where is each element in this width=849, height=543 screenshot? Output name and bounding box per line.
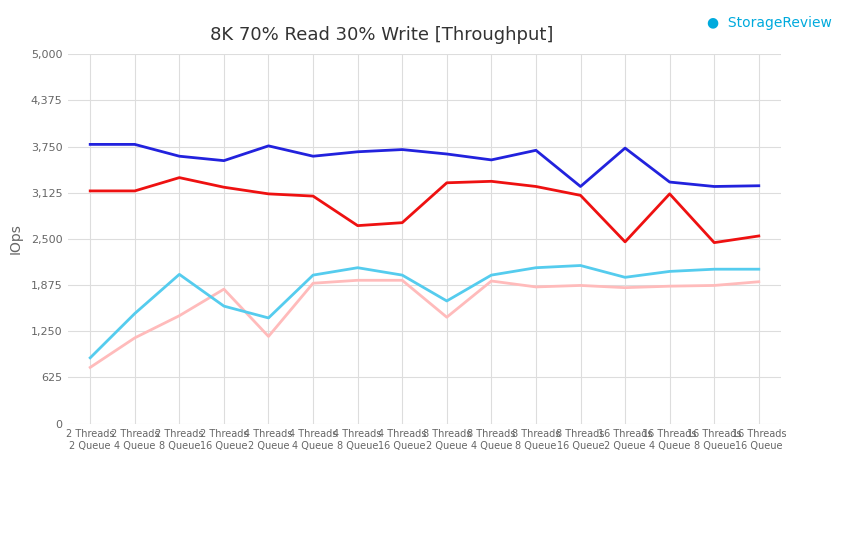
Line: Seagate Exos 20TB RAID6 SMB: Seagate Exos 20TB RAID6 SMB (90, 178, 759, 243)
Seagate Exos 20TB RAID6 SMB (709, 239, 719, 246)
Title: 8K 70% Read 30% Write [Throughput]: 8K 70% Read 30% Write [Throughput] (210, 27, 554, 45)
Seagate Exos 20TB RAID6 iSCSI (709, 282, 719, 289)
Seagate IronWolf Pro 20TB RAID6 SMB (352, 149, 363, 155)
Text: ●  StorageReview: ● StorageReview (707, 16, 832, 30)
Seagate Exos 20TB RAID6 SMB (85, 188, 95, 194)
Seagate IronWolf Pro 20TB RAID6 iSCSI (352, 264, 363, 271)
Seagate Exos 20TB RAID6 iSCSI (308, 280, 318, 287)
Seagate Exos 20TB RAID6 iSCSI (486, 278, 497, 285)
Seagate Exos 20TB RAID6 SMB (308, 193, 318, 199)
Seagate IronWolf Pro 20TB RAID6 SMB (709, 183, 719, 190)
Seagate IronWolf Pro 20TB RAID6 SMB (486, 156, 497, 163)
Seagate Exos 20TB RAID6 SMB (441, 180, 452, 186)
Seagate IronWolf Pro 20TB RAID6 iSCSI (85, 355, 95, 361)
Seagate Exos 20TB RAID6 SMB (352, 223, 363, 229)
Seagate Exos 20TB RAID6 iSCSI (174, 312, 184, 319)
Seagate IronWolf Pro 20TB RAID6 SMB (531, 147, 541, 154)
Seagate Exos 20TB RAID6 iSCSI (397, 277, 408, 283)
Seagate IronWolf Pro 20TB RAID6 iSCSI (263, 315, 273, 321)
Seagate IronWolf Pro 20TB RAID6 iSCSI (709, 266, 719, 273)
Seagate Exos 20TB RAID6 iSCSI (576, 282, 586, 289)
Seagate IronWolf Pro 20TB RAID6 iSCSI (441, 298, 452, 304)
Seagate IronWolf Pro 20TB RAID6 iSCSI (486, 272, 497, 279)
Seagate Exos 20TB RAID6 iSCSI (352, 277, 363, 283)
Seagate IronWolf Pro 20TB RAID6 iSCSI (174, 271, 184, 277)
Seagate Exos 20TB RAID6 SMB (620, 238, 630, 245)
Seagate IronWolf Pro 20TB RAID6 SMB (85, 141, 95, 148)
Line: Seagate Exos 20TB RAID6 iSCSI: Seagate Exos 20TB RAID6 iSCSI (90, 280, 759, 368)
Seagate Exos 20TB RAID6 SMB (531, 183, 541, 190)
Seagate IronWolf Pro 20TB RAID6 iSCSI (754, 266, 764, 273)
Seagate Exos 20TB RAID6 iSCSI (85, 364, 95, 371)
Seagate IronWolf Pro 20TB RAID6 iSCSI (665, 268, 675, 275)
Seagate Exos 20TB RAID6 iSCSI (754, 279, 764, 285)
Seagate IronWolf Pro 20TB RAID6 SMB (397, 146, 408, 153)
Seagate IronWolf Pro 20TB RAID6 SMB (576, 183, 586, 190)
Line: Seagate IronWolf Pro 20TB RAID6 SMB: Seagate IronWolf Pro 20TB RAID6 SMB (90, 144, 759, 186)
Seagate IronWolf Pro 20TB RAID6 SMB (441, 151, 452, 157)
Seagate IronWolf Pro 20TB RAID6 SMB (174, 153, 184, 160)
Seagate Exos 20TB RAID6 iSCSI (441, 314, 452, 320)
Y-axis label: IOps: IOps (8, 224, 22, 254)
Line: Seagate IronWolf Pro 20TB RAID6 iSCSI: Seagate IronWolf Pro 20TB RAID6 iSCSI (90, 266, 759, 358)
Seagate Exos 20TB RAID6 iSCSI (130, 334, 140, 341)
Seagate IronWolf Pro 20TB RAID6 SMB (665, 179, 675, 185)
Seagate Exos 20TB RAID6 iSCSI (620, 285, 630, 291)
Seagate Exos 20TB RAID6 SMB (665, 191, 675, 197)
Seagate Exos 20TB RAID6 SMB (263, 191, 273, 197)
Seagate Exos 20TB RAID6 SMB (219, 184, 229, 191)
Seagate IronWolf Pro 20TB RAID6 iSCSI (219, 303, 229, 310)
Seagate IronWolf Pro 20TB RAID6 SMB (620, 145, 630, 151)
Seagate Exos 20TB RAID6 SMB (130, 188, 140, 194)
Seagate Exos 20TB RAID6 iSCSI (665, 283, 675, 289)
Seagate Exos 20TB RAID6 iSCSI (531, 283, 541, 290)
Seagate IronWolf Pro 20TB RAID6 iSCSI (576, 262, 586, 269)
Seagate Exos 20TB RAID6 iSCSI (263, 333, 273, 340)
Seagate Exos 20TB RAID6 iSCSI (219, 286, 229, 292)
Seagate IronWolf Pro 20TB RAID6 SMB (130, 141, 140, 148)
Seagate IronWolf Pro 20TB RAID6 iSCSI (130, 310, 140, 317)
Seagate IronWolf Pro 20TB RAID6 iSCSI (308, 272, 318, 279)
Seagate IronWolf Pro 20TB RAID6 iSCSI (531, 264, 541, 271)
Seagate IronWolf Pro 20TB RAID6 SMB (308, 153, 318, 160)
Seagate Exos 20TB RAID6 SMB (754, 233, 764, 239)
Seagate IronWolf Pro 20TB RAID6 SMB (754, 182, 764, 189)
Seagate IronWolf Pro 20TB RAID6 iSCSI (620, 274, 630, 281)
Seagate IronWolf Pro 20TB RAID6 SMB (263, 143, 273, 149)
Seagate Exos 20TB RAID6 SMB (576, 192, 586, 199)
Seagate Exos 20TB RAID6 SMB (174, 174, 184, 181)
Seagate IronWolf Pro 20TB RAID6 iSCSI (397, 272, 408, 279)
Seagate IronWolf Pro 20TB RAID6 SMB (219, 157, 229, 164)
Seagate Exos 20TB RAID6 SMB (397, 219, 408, 226)
Seagate Exos 20TB RAID6 SMB (486, 178, 497, 185)
